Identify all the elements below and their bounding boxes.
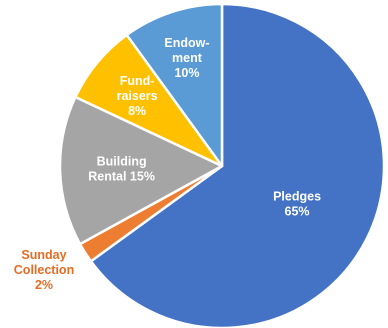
labels-layer: Pledges 65% Sunday Collection 2% Building Rent… — [14, 36, 321, 292]
pie-slice — [58, 95, 224, 246]
slices-layer — [58, 2, 386, 328]
slice-label: Endow-ment 10% — [164, 36, 209, 80]
slice-label-line: 10% — [174, 66, 199, 80]
slice-label: Sunday Collection 2% — [14, 248, 74, 292]
slice-label-line: raisers — [117, 89, 158, 103]
slice-label-line: 8% — [128, 104, 146, 118]
slice-label: Fund-raisers 8% — [117, 74, 158, 118]
slice-label-line: Endow- — [164, 36, 209, 50]
slice-label-line: Sunday — [21, 248, 66, 262]
slice-label-line: Fund- — [120, 74, 155, 88]
pie-slice — [125, 2, 224, 168]
slice-label-line: 65% — [285, 205, 310, 219]
slice-label-line: Collection — [14, 263, 74, 277]
slice-label-line: Building — [97, 155, 147, 169]
slice-label-line: Rental 15% — [88, 170, 155, 184]
slice-label-line: Pledges — [273, 190, 321, 204]
slice-label-line: 2% — [35, 278, 53, 292]
slice-label: Building Rental 15% — [88, 155, 155, 184]
slice-label: Pledges 65% — [273, 190, 321, 219]
pie-slice — [89, 2, 386, 328]
slice-label-line: ment — [172, 51, 203, 65]
